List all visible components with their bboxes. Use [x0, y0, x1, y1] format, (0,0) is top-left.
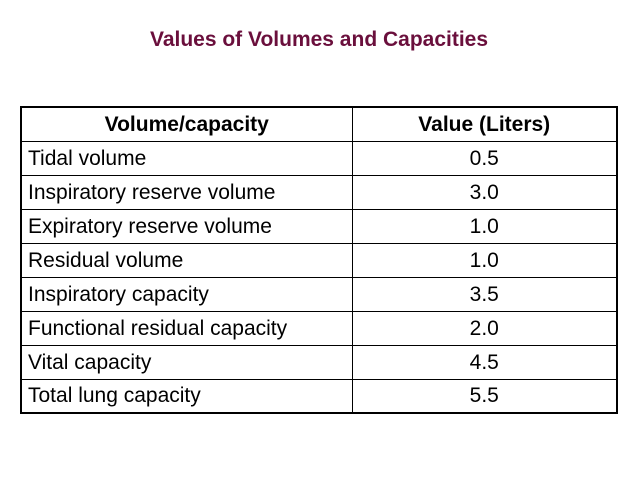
row-value: 5.5	[351, 378, 618, 414]
table-header-row: Volume/capacity Value (Liters)	[20, 106, 618, 142]
row-name: Inspiratory reserve volume	[20, 174, 353, 210]
row-name: Expiratory reserve volume	[20, 208, 353, 244]
table-row: Tidal volume 0.5	[20, 140, 618, 176]
table-row: Expiratory reserve volume 1.0	[20, 208, 618, 244]
row-value: 4.5	[351, 344, 618, 380]
column-header-volume-capacity: Volume/capacity	[20, 106, 353, 142]
row-name: Inspiratory capacity	[20, 276, 353, 312]
row-name: Functional residual capacity	[20, 310, 353, 346]
row-name: Residual volume	[20, 242, 353, 278]
table-row: Total lung capacity 5.5	[20, 378, 618, 414]
column-header-value-liters: Value (Liters)	[351, 106, 618, 142]
table-row: Residual volume 1.0	[20, 242, 618, 278]
row-name: Tidal volume	[20, 140, 353, 176]
table-row: Inspiratory reserve volume 3.0	[20, 174, 618, 210]
row-value: 2.0	[351, 310, 618, 346]
volumes-table: Volume/capacity Value (Liters) Tidal vol…	[20, 106, 618, 414]
row-value: 0.5	[351, 140, 618, 176]
table-row: Vital capacity 4.5	[20, 344, 618, 380]
page-title: Values of Volumes and Capacities	[149, 28, 489, 51]
row-value: 1.0	[351, 242, 618, 278]
row-value: 3.5	[351, 276, 618, 312]
table-row: Inspiratory capacity 3.5	[20, 276, 618, 312]
row-name: Total lung capacity	[20, 378, 353, 414]
row-value: 3.0	[351, 174, 618, 210]
row-name: Vital capacity	[20, 344, 353, 380]
table-row: Functional residual capacity 2.0	[20, 310, 618, 346]
row-value: 1.0	[351, 208, 618, 244]
